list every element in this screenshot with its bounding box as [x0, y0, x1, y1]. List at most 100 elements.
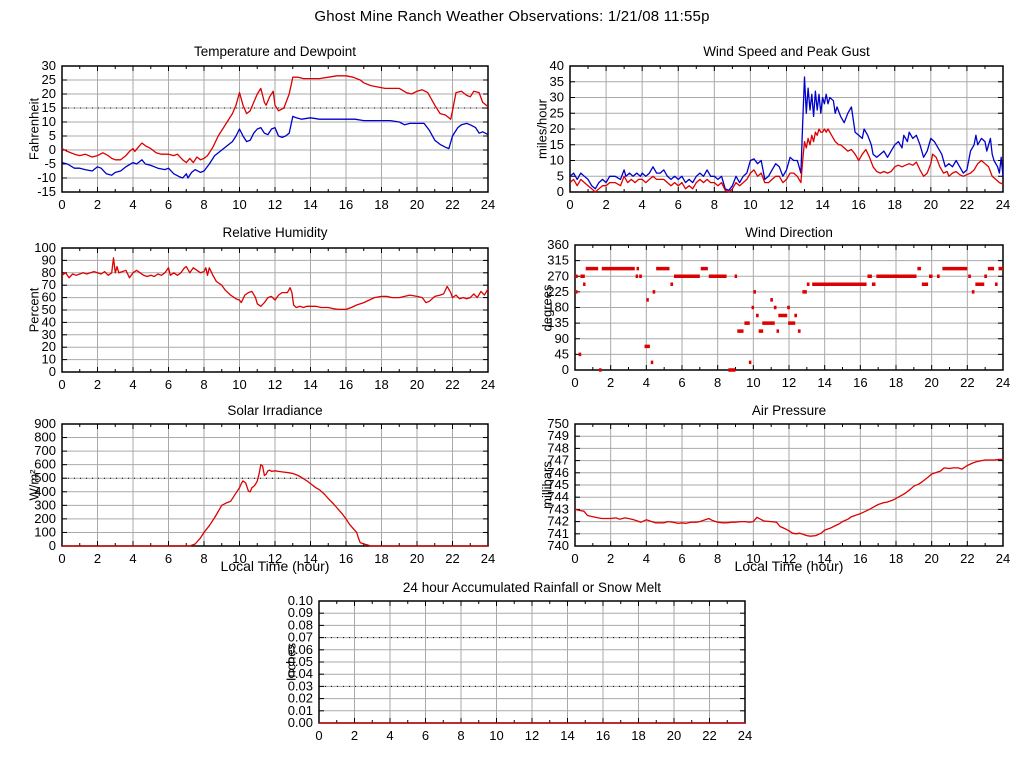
svg-text:15: 15	[550, 137, 564, 152]
svg-text:8: 8	[200, 197, 207, 212]
svg-text:135: 135	[547, 315, 569, 330]
svg-text:6: 6	[678, 375, 685, 390]
svg-text:4: 4	[639, 197, 646, 212]
svg-text:20: 20	[550, 121, 564, 136]
svg-text:0: 0	[557, 184, 564, 199]
svg-text:0.09: 0.09	[288, 605, 313, 620]
svg-text:0.03: 0.03	[288, 678, 313, 693]
svg-text:20: 20	[42, 86, 56, 101]
svg-text:50: 50	[42, 302, 56, 317]
svg-text:6: 6	[678, 551, 685, 566]
svg-text:35: 35	[550, 74, 564, 89]
svg-text:60: 60	[42, 290, 56, 305]
grid-lines	[574, 423, 1004, 547]
svg-text:8: 8	[200, 377, 207, 392]
svg-text:12: 12	[268, 377, 282, 392]
svg-text:4: 4	[129, 197, 136, 212]
svg-text:18: 18	[374, 377, 388, 392]
svg-text:20: 20	[924, 375, 938, 390]
svg-text:20: 20	[924, 197, 938, 212]
svg-text:0: 0	[315, 728, 322, 743]
svg-text:24: 24	[996, 375, 1010, 390]
plot-area: 0.000.010.020.030.040.050.060.070.080.09…	[288, 593, 753, 743]
svg-text:24: 24	[996, 551, 1010, 566]
svg-text:8: 8	[714, 551, 721, 566]
svg-text:70: 70	[42, 277, 56, 292]
svg-text:12: 12	[782, 375, 796, 390]
svg-text:12: 12	[525, 728, 539, 743]
svg-text:16: 16	[596, 728, 610, 743]
svg-text:2: 2	[607, 551, 614, 566]
svg-text:90: 90	[555, 331, 569, 346]
tick-labels: 0.000.010.020.030.040.050.060.070.080.09…	[288, 593, 753, 743]
svg-text:0: 0	[58, 197, 65, 212]
svg-text:14: 14	[303, 551, 317, 566]
svg-text:0: 0	[58, 551, 65, 566]
chart-title: Solar Irradiance	[227, 403, 323, 418]
series-wind-direction-points	[575, 266, 1003, 372]
svg-text:100: 100	[34, 240, 56, 255]
svg-text:10: 10	[232, 197, 246, 212]
svg-text:90: 90	[42, 252, 56, 267]
svg-text:4: 4	[129, 551, 136, 566]
svg-text:20: 20	[410, 377, 424, 392]
svg-text:40: 40	[550, 58, 564, 73]
svg-text:20: 20	[410, 197, 424, 212]
svg-text:80: 80	[42, 265, 56, 280]
svg-text:2: 2	[94, 377, 101, 392]
svg-text:6: 6	[165, 377, 172, 392]
svg-text:20: 20	[667, 728, 681, 743]
series-dewpoint	[61, 115, 489, 179]
svg-text:743: 743	[547, 501, 569, 516]
svg-text:24: 24	[481, 377, 495, 392]
svg-text:0: 0	[58, 377, 65, 392]
svg-text:746: 746	[547, 465, 569, 480]
svg-text:747: 747	[547, 453, 569, 468]
svg-text:12: 12	[782, 551, 796, 566]
svg-text:22: 22	[702, 728, 716, 743]
svg-text:40: 40	[42, 314, 56, 329]
tick-marks	[569, 65, 1004, 193]
svg-text:0: 0	[571, 551, 578, 566]
svg-text:14: 14	[303, 377, 317, 392]
svg-text:14: 14	[560, 728, 574, 743]
svg-text:744: 744	[547, 489, 569, 504]
svg-text:24: 24	[738, 728, 752, 743]
series-pressure	[574, 458, 1003, 537]
svg-text:360: 360	[547, 237, 569, 252]
svg-text:16: 16	[853, 375, 867, 390]
svg-text:25: 25	[550, 105, 564, 120]
page-title: Ghost Mine Ranch Weather Observations: 1…	[314, 8, 710, 25]
svg-text:4: 4	[643, 375, 650, 390]
svg-text:8: 8	[714, 375, 721, 390]
svg-text:2: 2	[94, 551, 101, 566]
svg-text:30: 30	[42, 327, 56, 342]
chart-title: Relative Humidity	[222, 225, 328, 240]
svg-text:24: 24	[481, 197, 495, 212]
svg-text:0.05: 0.05	[288, 654, 313, 669]
svg-text:740: 740	[547, 538, 569, 553]
grid-lines	[569, 65, 1004, 193]
svg-text:10: 10	[42, 352, 56, 367]
svg-text:900: 900	[34, 416, 56, 431]
series-irradiance	[62, 464, 488, 547]
grid-lines	[61, 247, 489, 373]
svg-text:12: 12	[779, 197, 793, 212]
svg-text:16: 16	[339, 197, 353, 212]
svg-text:6: 6	[165, 197, 172, 212]
svg-text:6: 6	[422, 728, 429, 743]
svg-text:0.00: 0.00	[288, 715, 313, 730]
svg-text:18: 18	[631, 728, 645, 743]
svg-text:0.01: 0.01	[288, 703, 313, 718]
svg-text:16: 16	[851, 197, 865, 212]
svg-text:0.08: 0.08	[288, 617, 313, 632]
tick-marks	[61, 247, 489, 373]
svg-text:0: 0	[562, 362, 569, 377]
